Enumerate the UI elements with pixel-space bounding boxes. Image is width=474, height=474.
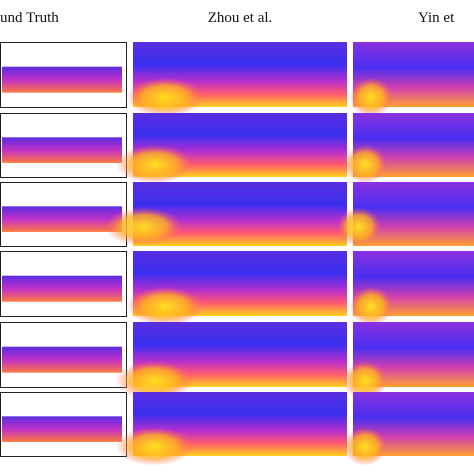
depth-near-region [105,207,183,246]
depth-near-region [343,361,387,400]
ground-truth-depth [2,66,122,93]
column-header: Zhou et al. [208,10,273,26]
ground-truth-depth [2,275,122,302]
depth-near-region [343,145,387,184]
depth-near-region [343,427,387,466]
depth-near-region [337,207,381,246]
ground-truth-depth [2,416,122,442]
depth-grid [0,42,474,466]
ground-truth-depth [2,206,122,232]
depth-near-region [349,286,393,326]
ground-truth-depth [2,137,122,163]
ground-truth-depth [2,346,122,373]
depth-near-region [126,77,204,117]
column-header: Yin et [418,10,455,26]
depth-near-region [349,77,393,117]
depth-near-region [115,427,193,466]
depth-near-region [126,286,204,326]
depth-near-region [115,361,193,400]
depth-near-region [115,145,193,184]
column-header: und Truth [0,10,59,26]
